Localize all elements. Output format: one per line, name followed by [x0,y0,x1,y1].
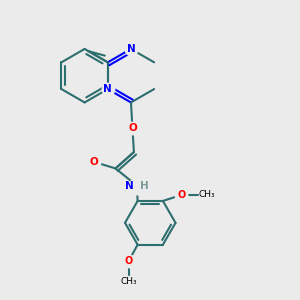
Text: O: O [177,190,185,200]
Text: N: N [127,44,135,54]
Text: O: O [90,157,98,167]
Text: CH₃: CH₃ [120,278,137,286]
Text: CH₃: CH₃ [199,190,215,200]
Text: N: N [124,181,133,191]
Text: O: O [128,123,137,133]
Text: N: N [103,84,112,94]
Text: H: H [140,181,149,191]
Text: O: O [124,256,133,266]
